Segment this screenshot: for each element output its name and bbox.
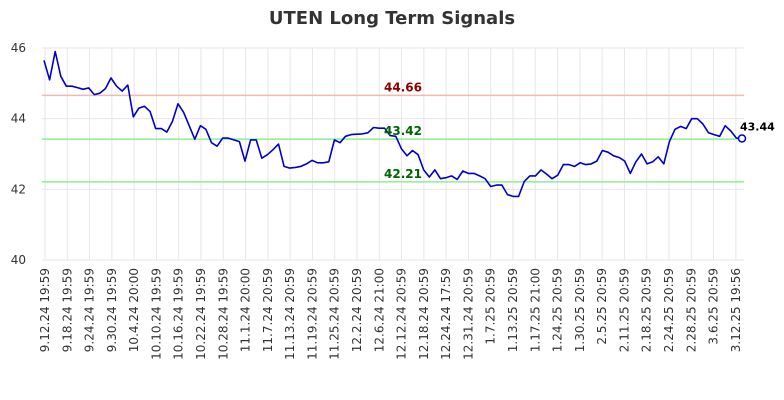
x-tick-label: 11.25.24 20:59 (328, 268, 342, 360)
x-tick-label: 3.12.25 19:56 (729, 268, 743, 352)
x-tick-label: 1.30.25 20:59 (573, 268, 587, 352)
x-tick-label: 11.7.24 20:59 (261, 268, 275, 352)
x-tick-label: 12.2.24 20:59 (350, 268, 364, 352)
x-tick-label: 10.16.24 19:59 (172, 268, 186, 360)
x-tick-label: 2.24.25 20:59 (662, 268, 676, 352)
x-tick-label: 11.1.24 20:00 (239, 268, 253, 352)
x-tick-label: 1.24.25 20:59 (551, 268, 565, 352)
x-tick-label: 2.28.25 20:59 (684, 268, 698, 352)
last-value-label: 43.44 (740, 120, 775, 133)
x-tick-label: 3.6.25 20:59 (707, 268, 721, 345)
price-line (43, 50, 743, 198)
x-tick-label: 12.18.24 20:59 (417, 268, 431, 360)
x-tick-label: 12.12.24 20:59 (395, 268, 409, 360)
x-tick-label: 11.13.24 20:59 (283, 268, 297, 360)
x-tick-label: 2.18.25 20:59 (640, 268, 654, 352)
y-tick-label: 42 (11, 182, 26, 196)
x-tick-label: 12.6.24 21:00 (372, 268, 386, 352)
x-tick-label: 10.28.24 19:59 (216, 268, 230, 360)
x-tick-label: 9.18.24 19:59 (60, 268, 74, 352)
signal-level-label: 42.21 (384, 167, 422, 181)
x-tick-label: 1.17.25 21:00 (528, 268, 542, 352)
x-tick-label: 9.12.24 19:59 (38, 268, 52, 352)
y-tick-label: 44 (11, 112, 26, 126)
signal-level-label: 43.42 (384, 124, 422, 138)
x-tick-label: 12.24.24 17:59 (439, 268, 453, 360)
x-tick-label: 11.19.24 20:59 (305, 268, 319, 360)
signal-level-label: 44.66 (384, 80, 422, 94)
x-tick-label: 12.31.24 20:59 (461, 268, 475, 360)
x-tick-label: 9.24.24 19:59 (83, 268, 97, 352)
x-tick-label: 9.30.24 19:59 (105, 268, 119, 352)
x-tick-label: 2.5.25 20:59 (595, 268, 609, 345)
chart-title: UTEN Long Term Signals (268, 8, 516, 29)
x-tick-label: 10.4.24 20:00 (127, 268, 141, 352)
plot-area (42, 48, 744, 260)
y-tick-label: 46 (11, 41, 26, 55)
x-tick-label: 2.11.25 20:59 (617, 268, 631, 352)
y-tick-label: 40 (11, 253, 26, 267)
last-point-marker (737, 134, 747, 143)
x-tick-label: 1.13.25 20:59 (506, 268, 520, 352)
x-tick-label: 1.7.25 20:59 (484, 268, 498, 345)
x-tick-label: 10.10.24 19:59 (149, 268, 163, 360)
x-tick-label: 10.22.24 19:59 (194, 268, 208, 360)
